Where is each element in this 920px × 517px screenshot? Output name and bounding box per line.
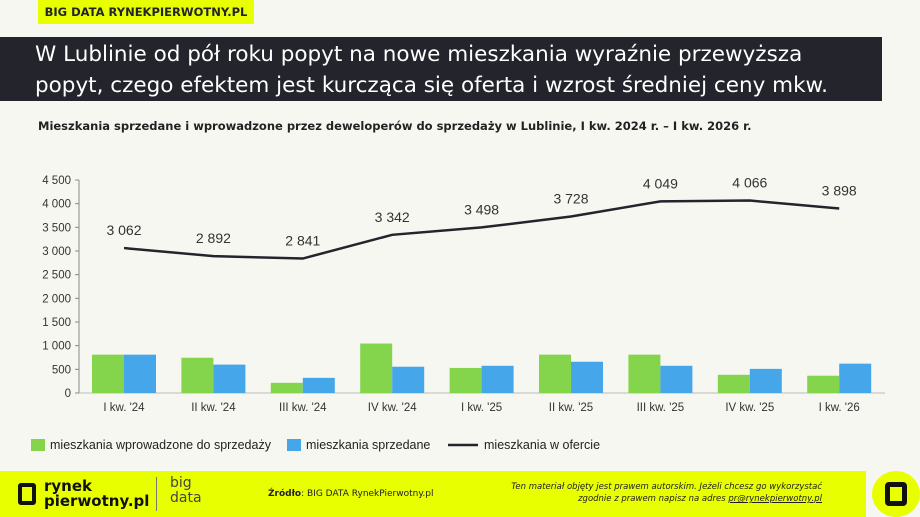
data-line: data — [170, 490, 202, 506]
data-label: 2 892 — [196, 230, 231, 246]
bar-introduced — [270, 382, 303, 393]
y-tick-label: 1 000 — [42, 341, 71, 353]
data-label: 4 066 — [732, 175, 767, 191]
bar-introduced — [807, 375, 840, 393]
x-tick-label: IV kw. '24 — [368, 402, 417, 414]
bar-sold — [124, 354, 156, 393]
copyright-note: Ten materiał objęty jest prawem autorski… — [511, 481, 822, 505]
bar-introduced — [539, 354, 571, 393]
data-label: 4 049 — [643, 175, 678, 191]
legend-label-introduced: mieszkania wprowadzone do sprzedaży — [50, 438, 272, 452]
x-tick-label: IV kw. '25 — [725, 402, 774, 414]
y-tick-label: 1 500 — [42, 317, 71, 329]
big-data-logo: big data — [170, 476, 202, 506]
source-label: Źródło — [268, 489, 302, 499]
bar-introduced — [92, 354, 124, 393]
y-tick-label: 2 000 — [42, 293, 71, 305]
divider — [156, 477, 157, 511]
chart-title: Mieszkania sprzedane i wprowadzone przez… — [38, 119, 752, 133]
legend-label-sold: mieszkania sprzedane — [306, 438, 430, 452]
x-tick-label: II kw. '24 — [191, 402, 236, 414]
y-tick-label: 0 — [65, 388, 71, 400]
bar-sold — [749, 368, 782, 393]
x-tick-label: I kw. '26 — [819, 402, 860, 414]
source-tag: BIG DATA RYNEKPIERWOTNY.PL — [38, 0, 254, 24]
offer-line — [123, 199, 840, 260]
y-tick-label: 2 500 — [42, 270, 71, 282]
rynekpierwotny-logo: rynek pierwotny.pl — [18, 479, 149, 509]
bar-introduced — [628, 354, 661, 393]
logo-square-icon — [885, 482, 907, 506]
y-tick-label: 3 000 — [42, 246, 71, 258]
x-tick-label: I kw. '24 — [103, 402, 145, 414]
bar-sold — [392, 366, 425, 393]
bar-introduced — [449, 367, 482, 393]
email-link[interactable]: pr@rynekpierwotny.pl — [728, 494, 822, 504]
bar-sold — [839, 363, 872, 393]
x-tick-label: III kw. '24 — [279, 402, 327, 414]
y-tick-label: 4 500 — [42, 175, 71, 187]
data-label: 3 498 — [464, 201, 499, 217]
bar-sold — [660, 365, 693, 393]
bar-sold — [302, 377, 335, 393]
data-label: 3 342 — [375, 209, 410, 225]
corner-logo — [872, 471, 920, 517]
source-note: Źródło: BIG DATA RynekPierwotny.pl — [268, 489, 433, 499]
headline-line-2: popyt, czego efektem jest kurcząca się o… — [35, 73, 828, 98]
bar-introduced — [181, 357, 214, 393]
headline-banner: W Lublinie od pół roku popyt na nowe mie… — [0, 37, 882, 101]
legend-label-offer: mieszkania w ofercie — [484, 438, 600, 452]
legend-swatch-sold — [287, 439, 301, 451]
logo-line-2: pierwotny.pl — [44, 492, 150, 510]
bar-sold — [213, 364, 246, 393]
data-label: 2 841 — [285, 233, 320, 249]
copyright-line-2: zgodnie z prawem napisz na adres — [578, 494, 729, 504]
footer: rynek pierwotny.pl big data Źródło: BIG DA… — [0, 471, 866, 517]
x-tick-label: II kw. '25 — [549, 402, 593, 414]
data-label: 3 728 — [553, 191, 588, 207]
headline-line-1: W Lublinie od pół roku popyt na nowe mie… — [35, 42, 803, 67]
logo-icon — [18, 483, 36, 505]
chart: 0 500 1 000 1 500 2 000 2 500 3 000 3 500 4 000 4… — [31, 175, 885, 452]
big-line: big — [170, 475, 192, 491]
data-label: 3 062 — [106, 222, 141, 238]
bar-sold — [481, 365, 514, 393]
y-tick-label: 4 000 — [42, 199, 71, 211]
x-tick-label: I kw. '25 — [461, 402, 502, 414]
y-tick-label: 500 — [52, 364, 71, 376]
x-tick-label: III kw. '25 — [637, 402, 685, 414]
logo-line-1: rynek — [44, 477, 93, 495]
copyright-line-1: Ten materiał objęty jest prawem autorski… — [511, 482, 822, 492]
bar-sold — [571, 361, 603, 393]
bar-introduced — [717, 374, 750, 393]
y-tick-label: 3 500 — [42, 222, 71, 234]
bar-introduced — [360, 343, 393, 393]
source-text: : BIG DATA RynekPierwotny.pl — [301, 489, 434, 499]
legend-swatch-introduced — [31, 439, 45, 451]
data-label: 3 898 — [822, 182, 857, 198]
